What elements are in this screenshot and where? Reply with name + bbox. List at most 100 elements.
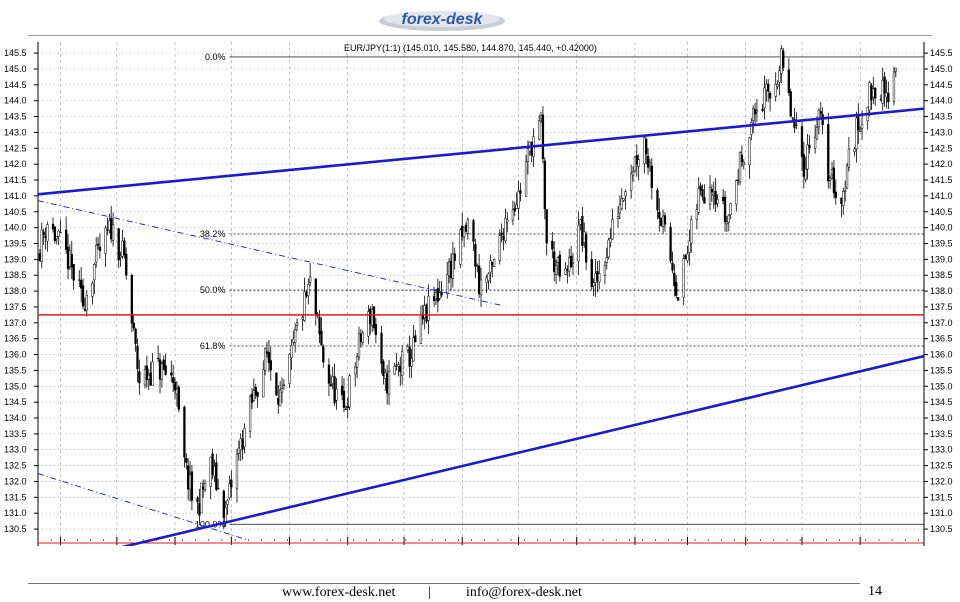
- candle-body: [885, 92, 888, 98]
- candle-body: [476, 265, 479, 267]
- candle-body: [275, 372, 278, 396]
- candle-body: [134, 328, 137, 344]
- candle-body: [690, 219, 693, 244]
- candle-body: [406, 346, 409, 351]
- candle-body: [594, 272, 597, 283]
- candle-body: [701, 189, 704, 198]
- candle-body: [740, 154, 744, 163]
- candle-body: [487, 273, 490, 281]
- candle-body: [776, 84, 779, 87]
- candle-body: [892, 71, 896, 103]
- footer-separator: |: [428, 585, 431, 600]
- candle-body: [761, 108, 764, 112]
- candle-body: [40, 229, 43, 262]
- candle-body: [768, 93, 772, 99]
- candle-body: [631, 171, 635, 176]
- candle-body: [262, 369, 265, 398]
- candle-body: [857, 115, 860, 131]
- fib-level-label: 50.0%: [200, 285, 226, 295]
- candle-body: [624, 191, 627, 197]
- candle-body: [699, 185, 702, 191]
- candle-body: [541, 114, 545, 160]
- y-tick-label-left: 141.5: [4, 175, 27, 185]
- y-tick-label-right: 139.0: [930, 254, 953, 264]
- candle-body: [669, 226, 672, 262]
- candle-body: [673, 272, 676, 286]
- candle-body: [53, 226, 57, 241]
- candle-body: [461, 225, 464, 237]
- candle-body: [243, 428, 246, 448]
- candle-body: [620, 198, 623, 209]
- y-tick-label-left: 137.5: [4, 302, 27, 312]
- candle-body: [72, 263, 75, 281]
- candle-body: [162, 359, 165, 370]
- candle-body: [44, 235, 47, 239]
- candle-body: [222, 490, 225, 518]
- candle-body: [793, 118, 796, 129]
- candle-body: [333, 376, 336, 404]
- candle-body: [346, 406, 349, 409]
- candle-body: [65, 229, 68, 250]
- candle-body: [290, 345, 293, 358]
- y-tick-label-left: 142.0: [4, 159, 27, 169]
- y-tick-label-right: 139.5: [930, 238, 953, 248]
- candle-body: [91, 283, 94, 297]
- dashed-trendline: [37, 200, 502, 306]
- candle-body: [477, 265, 481, 295]
- y-tick-label-right: 141.5: [930, 175, 953, 185]
- fib-level-label: 0.0%: [205, 52, 226, 62]
- y-tick-label-right: 137.5: [930, 302, 953, 312]
- candle-body: [143, 368, 147, 386]
- candle-body: [80, 280, 83, 289]
- candle-body: [369, 308, 372, 325]
- y-tick-label-left: 135.5: [4, 365, 27, 375]
- candle-body: [808, 144, 811, 149]
- y-tick-label-right: 143.0: [930, 127, 953, 137]
- candle-body: [845, 165, 849, 189]
- candle-body: [355, 356, 359, 368]
- candle-body: [466, 219, 470, 234]
- candle-body: [472, 220, 475, 242]
- y-tick-label-right: 135.0: [930, 381, 953, 391]
- y-tick-label-right: 133.5: [930, 429, 953, 439]
- candle-body: [778, 70, 781, 83]
- y-tick-label-left: 144.0: [4, 96, 27, 106]
- candle-body: [712, 193, 715, 196]
- candle-body: [795, 124, 798, 126]
- candle-body: [661, 215, 665, 227]
- candle-body: [590, 259, 593, 287]
- y-tick-label-right: 135.5: [930, 365, 953, 375]
- candle-body: [840, 197, 843, 204]
- candle-body: [554, 265, 558, 275]
- candle-body: [151, 361, 154, 386]
- candle-body: [357, 333, 361, 358]
- footer-email[interactable]: info@forex-desk.net: [466, 585, 582, 600]
- candle-body: [859, 129, 862, 132]
- candle-body: [860, 123, 864, 129]
- candle-body: [579, 219, 582, 225]
- y-tick-label-right: 130.5: [930, 524, 953, 534]
- candle-body: [538, 120, 541, 140]
- candle-body: [616, 216, 620, 220]
- candle-body: [551, 240, 554, 250]
- y-tick-label-left: 134.0: [4, 413, 27, 423]
- candle-body: [676, 297, 680, 301]
- candle-body: [121, 240, 124, 257]
- candle-body: [498, 235, 501, 261]
- candle-body: [583, 231, 586, 243]
- y-tick-label-right: 136.5: [930, 334, 953, 344]
- y-tick-label-left: 140.0: [4, 223, 27, 233]
- y-tick-label-right: 144.0: [930, 96, 953, 106]
- candle-body: [423, 305, 426, 319]
- y-tick-label-left: 130.5: [4, 524, 27, 534]
- y-tick-label-left: 134.5: [4, 397, 27, 407]
- candle-body: [78, 279, 81, 281]
- candle-body: [335, 388, 338, 401]
- candle-body: [765, 83, 768, 91]
- candle-body: [202, 486, 205, 490]
- footer-website[interactable]: www.forex-desk.net: [282, 585, 396, 600]
- candle-body: [187, 465, 190, 490]
- candle-body: [250, 393, 254, 403]
- candle-body: [684, 255, 687, 260]
- candle-body: [596, 271, 599, 281]
